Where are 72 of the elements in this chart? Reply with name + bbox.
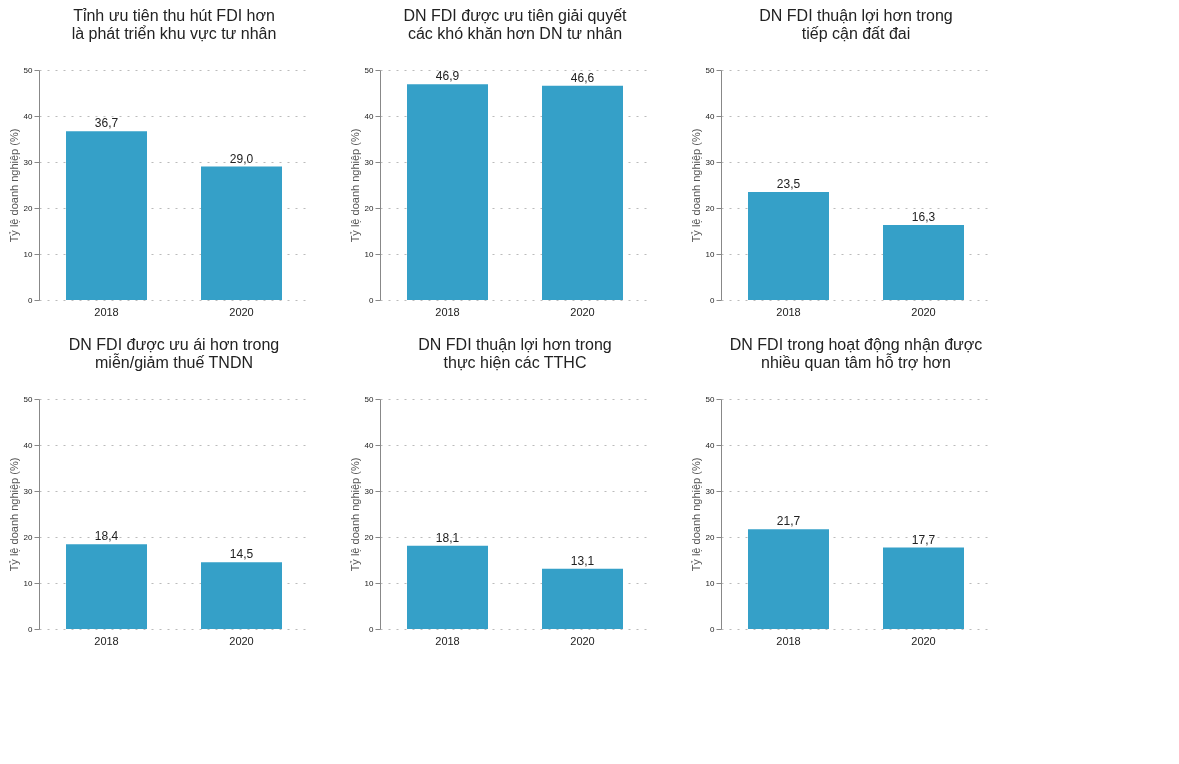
data-label: 29,0 xyxy=(229,151,254,166)
data-label: 16,3 xyxy=(911,210,936,225)
y-tick-label: 30 xyxy=(23,486,34,496)
y-tick-label: 20 xyxy=(23,532,34,542)
data-label: 13,1 xyxy=(570,553,595,568)
y-tick-label: 40 xyxy=(23,440,34,450)
data-label: 17,7 xyxy=(911,532,936,547)
y-tick-label: 30 xyxy=(364,157,375,167)
data-label: 46,9 xyxy=(435,69,460,84)
x-tick-label: 2020 xyxy=(570,634,595,647)
x-tick-label: 2018 xyxy=(776,305,801,318)
y-tick-label: 40 xyxy=(364,111,375,121)
y-tick-label: 10 xyxy=(364,578,375,588)
x-tick-label: 2020 xyxy=(911,305,936,318)
y-tick-label: 20 xyxy=(705,532,716,542)
y-tick-label: 30 xyxy=(364,486,375,496)
chart-title: DN FDI thuận lợi hơn trong tiếp cận đất đai xyxy=(759,7,953,42)
y-axis-title: Tỷ lệ doanh nghiệp (%) xyxy=(348,128,361,243)
data-label: 18,4 xyxy=(94,529,119,544)
y-tick-label: 0 xyxy=(369,295,375,305)
y-tick-label: 50 xyxy=(364,394,375,404)
data-label: 21,7 xyxy=(776,514,801,529)
y-tick-label: 20 xyxy=(705,203,716,213)
y-tick-label: 30 xyxy=(705,486,716,496)
y-tick-label: 40 xyxy=(364,440,375,450)
x-tick-label: 2018 xyxy=(776,634,801,647)
y-tick-label: 40 xyxy=(705,111,716,121)
y-tick-label: 50 xyxy=(23,65,34,75)
y-tick-label: 0 xyxy=(369,624,375,634)
chart-title: DN FDI được ưu tiên giải quyết các khó khăn hơn DN tư nhân xyxy=(403,7,628,42)
y-tick-label: 10 xyxy=(23,578,34,588)
y-axis-title: Tỷ lệ doanh nghiệp (%) xyxy=(7,128,20,243)
chart-title: DN FDI trong hoạt động nhận được nhiều quan tâm hỗ trợ hơn xyxy=(729,336,983,371)
y-axis-title: Tỷ lệ doanh nghiệp (%) xyxy=(689,457,702,572)
y-tick-label: 50 xyxy=(364,65,375,75)
x-tick-label: 2018 xyxy=(94,634,119,647)
y-tick-label: 20 xyxy=(364,203,375,213)
chart-title: Tỉnh ưu tiên thu hút FDI hơn là phát triển khu vực tư nhân xyxy=(71,7,277,42)
y-tick-label: 0 xyxy=(28,295,34,305)
y-tick-label: 10 xyxy=(705,578,716,588)
y-tick-label: 50 xyxy=(705,394,716,404)
y-axis-title: Tỷ lệ doanh nghiệp (%) xyxy=(348,457,361,572)
x-tick-label: 2020 xyxy=(911,634,936,647)
x-tick-label: 2018 xyxy=(435,305,460,318)
x-tick-label: 2018 xyxy=(94,305,119,318)
y-axis-title: Tỷ lệ doanh nghiệp (%) xyxy=(7,457,20,572)
chart-title: DN FDI được ưu ái hơn trong miễn/giảm thuế TNDN xyxy=(68,336,280,371)
y-tick-label: 0 xyxy=(710,295,716,305)
x-tick-label: 2020 xyxy=(229,305,254,318)
y-tick-label: 40 xyxy=(705,440,716,450)
data-label: 18,1 xyxy=(435,530,460,545)
y-tick-label: 0 xyxy=(710,624,716,634)
y-tick-label: 20 xyxy=(23,203,34,213)
y-tick-label: 20 xyxy=(364,532,375,542)
data-label: 46,6 xyxy=(570,70,595,85)
data-label: 14,5 xyxy=(229,547,254,562)
x-tick-label: 2020 xyxy=(229,634,254,647)
y-tick-label: 50 xyxy=(23,394,34,404)
x-tick-label: 2020 xyxy=(570,305,595,318)
y-tick-label: 10 xyxy=(23,249,34,259)
y-tick-label: 40 xyxy=(23,111,34,121)
y-tick-label: 10 xyxy=(705,249,716,259)
y-tick-label: 30 xyxy=(705,157,716,167)
y-tick-label: 10 xyxy=(364,249,375,259)
chart-title: DN FDI thuận lợi hơn trong thực hiện các TTHC xyxy=(418,336,612,371)
data-label: 23,5 xyxy=(776,176,801,191)
y-tick-label: 0 xyxy=(28,624,34,634)
y-axis-title: Tỷ lệ doanh nghiệp (%) xyxy=(689,128,702,243)
data-label: 36,7 xyxy=(94,116,119,131)
y-tick-label: 30 xyxy=(23,157,34,167)
y-tick-label: 50 xyxy=(705,65,716,75)
x-tick-label: 2018 xyxy=(435,634,460,647)
